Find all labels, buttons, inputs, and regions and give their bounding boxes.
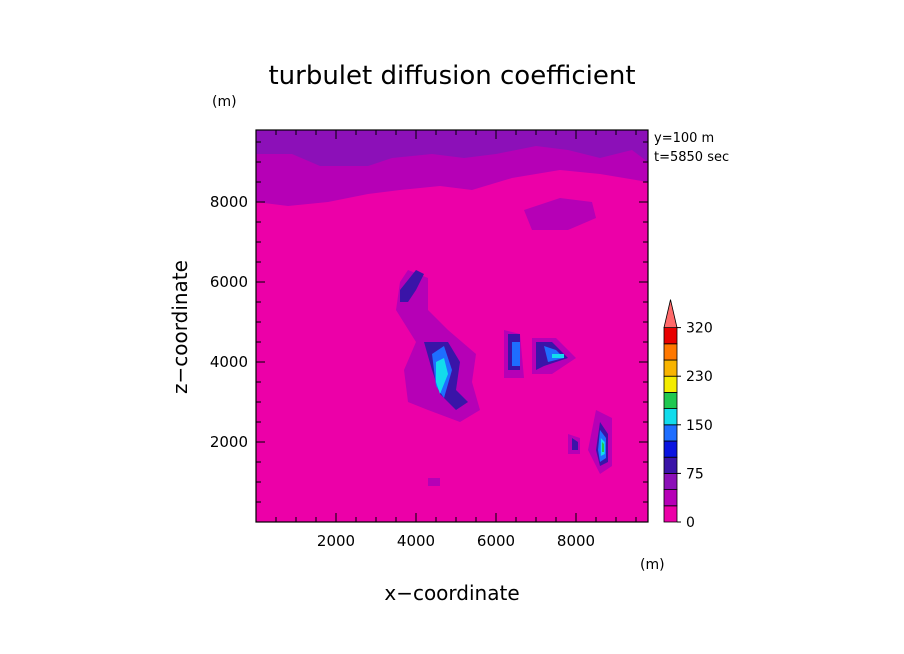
contour-region-19	[436, 358, 448, 394]
y-tick-label: 2000	[210, 433, 248, 451]
colorbar-segment	[663, 327, 678, 345]
contour-region-8	[428, 478, 440, 486]
colorbar-segment	[663, 489, 678, 507]
colorbar-segment	[663, 424, 678, 442]
x-axis-label: x−coordinate	[384, 581, 519, 605]
contour-region-16	[512, 342, 520, 366]
colorbar-segment	[663, 391, 678, 409]
x-tick-label: 2000	[317, 532, 355, 550]
contour-region-20	[552, 354, 564, 358]
colorbar-segment	[663, 408, 678, 426]
y-axis-label: z−coordinate	[168, 260, 192, 394]
colorbar: 0 75 150 230 320	[663, 299, 713, 531]
y-tick-label: 6000	[210, 273, 248, 291]
colorbar-label: 150	[686, 418, 713, 434]
colorbar-extend-arrow	[663, 299, 678, 329]
colorbar-segment	[663, 472, 678, 490]
contour-region-14	[572, 438, 578, 450]
plot-frame	[255, 129, 649, 523]
colorbar-label: 0	[686, 515, 695, 531]
y-tick-label: 8000	[210, 193, 248, 211]
colorbar-segment	[663, 375, 678, 393]
contour-region-22	[602, 442, 604, 452]
y-tick-label: 4000	[210, 353, 248, 371]
annotation-line-1: y=100 m	[654, 131, 714, 146]
colorbar-label: 320	[686, 321, 713, 337]
colorbar-label: 75	[686, 466, 704, 482]
y-unit-label: (m)	[212, 94, 237, 110]
colorbar-segment	[663, 440, 678, 458]
plot-area	[255, 129, 649, 523]
contour-region-1	[256, 130, 648, 166]
colorbar-segment	[663, 359, 678, 377]
chart-title: turbulet diffusion coefficient	[268, 61, 635, 91]
x-unit-label: (m)	[640, 557, 665, 573]
contour-region-2	[524, 198, 596, 230]
x-tick-label: 6000	[477, 532, 515, 550]
x-tick-label: 4000	[397, 532, 435, 550]
contour-region-9	[400, 270, 424, 302]
colorbar-segment	[663, 505, 678, 523]
colorbar-label: 230	[686, 369, 713, 385]
colorbar-segment	[663, 456, 678, 474]
x-tick-label: 8000	[557, 532, 595, 550]
colorbar-segment	[663, 343, 678, 361]
annotation-line-2: t=5850 sec	[654, 150, 729, 165]
